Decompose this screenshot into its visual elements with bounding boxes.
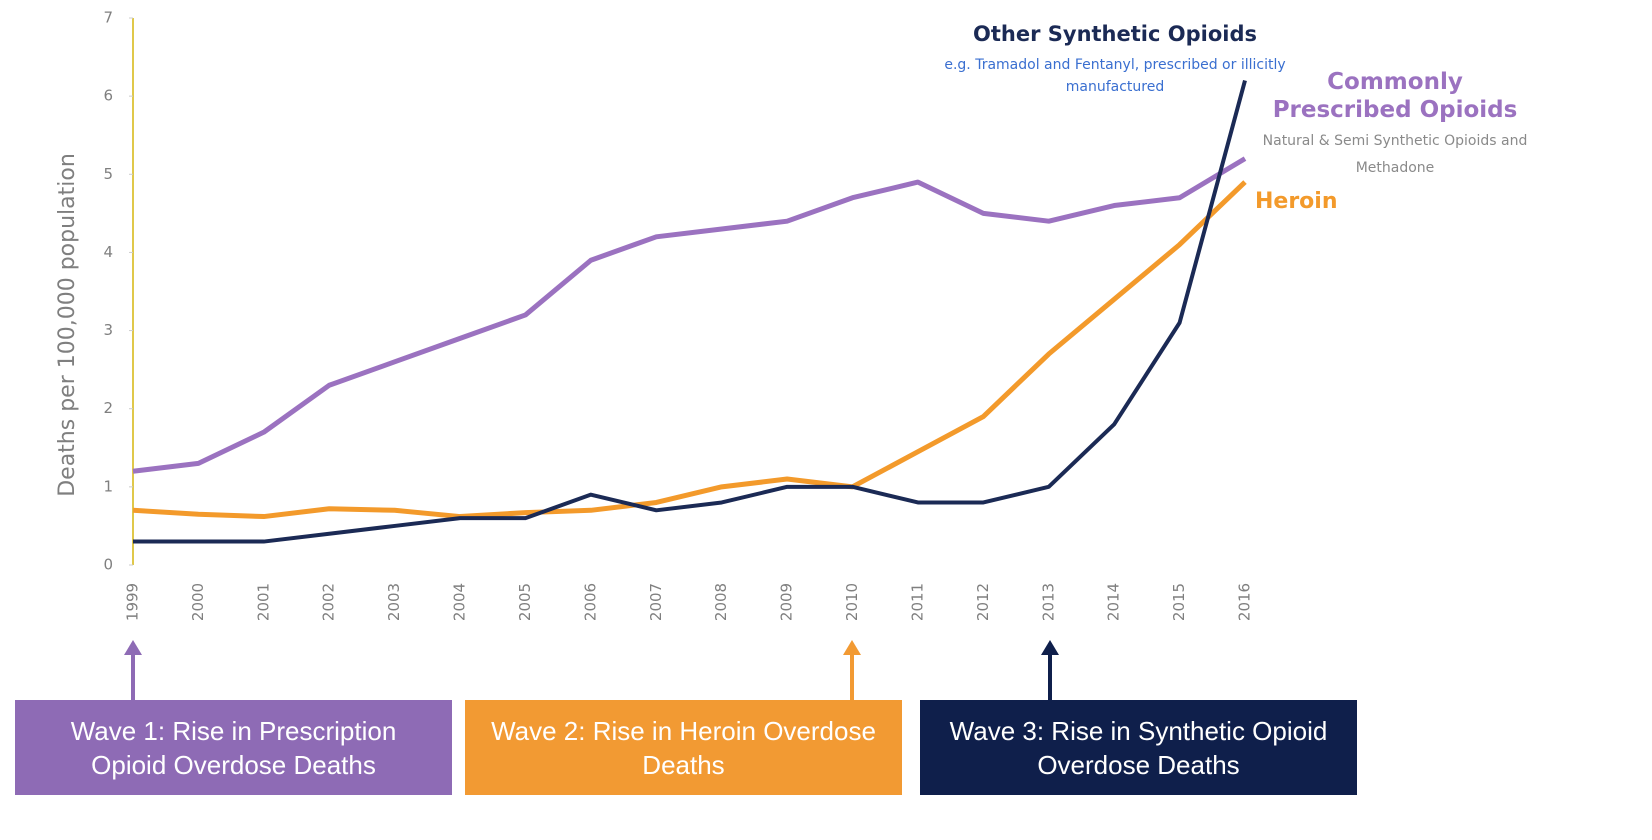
series-line [132,156,1247,474]
y-tick-label: 3 [103,321,113,339]
x-tick-label: 2003 [385,583,403,621]
y-tick-label: 7 [103,9,113,27]
x-tick-label: 1999 [124,583,142,621]
y-tick-label: 1 [103,477,113,495]
x-tick-label: 2008 [712,583,730,621]
x-tick-label: 2002 [320,583,338,621]
series-label: Heroin [1255,189,1338,214]
annotation: Natural & Semi Synthetic Opioids and Met… [1262,133,1528,176]
x-tick-label: 2001 [254,583,272,621]
x-tick-label: 2004 [451,583,469,621]
wave-box: Wave 1: Rise in Prescription Opioid Over… [15,700,452,795]
x-tick-label: 2014 [1105,583,1123,621]
wave-box: Wave 2: Rise in Heroin Overdose Deaths [465,700,902,795]
x-tick-label: 2016 [1236,583,1254,621]
arrows [124,640,1059,700]
x-tick-label: 2006 [581,583,599,621]
x-tick-label: 2010 [843,583,861,621]
series-line [132,180,1247,520]
y-tick-label: 6 [103,87,113,105]
series-label: Commonly Prescribed Opioids [1272,69,1518,123]
wave-box: Wave 3: Rise in Synthetic Opioid Overdos… [920,700,1357,795]
x-tick-label: 2015 [1170,583,1188,621]
x-tick-label: 2007 [647,583,665,621]
y-tick-label: 0 [103,556,113,574]
y-tick-label: 4 [103,243,113,261]
x-tick-label: 2013 [1039,583,1057,621]
x-tick-label: 2011 [908,583,926,621]
series-label: Other Synthetic Opioids [973,22,1257,46]
x-tick-label: 2000 [189,583,207,621]
x-tick-label: 2012 [974,583,992,621]
y-tick-label: 2 [103,399,113,417]
y-axis-label: Deaths per 100,000 population [55,153,80,497]
y-tick-label: 5 [103,165,113,183]
x-tick-label: 2009 [778,583,796,621]
x-tick-label: 2005 [516,583,534,621]
series-line [133,79,1247,544]
annotation: e.g. Tramadol and Fentanyl, prescribed o… [944,57,1286,95]
